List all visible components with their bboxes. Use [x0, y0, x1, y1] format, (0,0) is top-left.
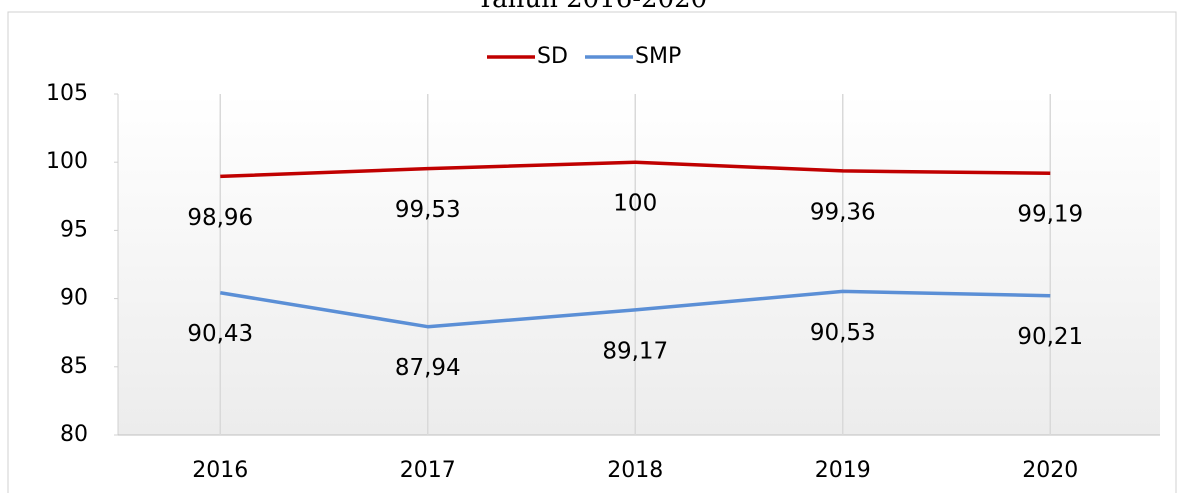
data-label: 100: [613, 191, 657, 217]
x-tick-label: 2017: [400, 458, 456, 483]
y-tick-label: 85: [60, 354, 88, 379]
y-tick-label: 80: [60, 422, 88, 447]
data-label: 89,17: [602, 338, 668, 364]
data-label: 90,43: [187, 321, 253, 347]
data-label: 99,19: [1017, 202, 1083, 228]
data-label: 99,53: [395, 197, 461, 223]
legend-label: SMP: [635, 44, 681, 69]
x-tick-label: 2019: [815, 458, 871, 483]
x-tick-label: 2018: [607, 458, 663, 483]
chart-title: Tahun 2016-2020: [477, 0, 707, 14]
x-tick-label: 2020: [1022, 458, 1078, 483]
data-label: 87,94: [395, 355, 461, 381]
y-tick-label: 95: [60, 217, 88, 242]
data-label: 98,96: [187, 205, 253, 231]
data-label: 90,53: [810, 320, 876, 346]
data-label: 90,21: [1017, 324, 1083, 350]
y-tick-label: 100: [46, 149, 88, 174]
legend-label: SD: [537, 44, 568, 69]
y-tick-label: 90: [60, 286, 88, 311]
y-tick-label: 105: [46, 81, 88, 106]
x-tick-label: 2016: [192, 458, 248, 483]
series-line: [219, 289, 1051, 329]
plot-area: [118, 94, 1160, 435]
series-line: [220, 160, 1051, 179]
data-label: 99,36: [810, 199, 876, 225]
